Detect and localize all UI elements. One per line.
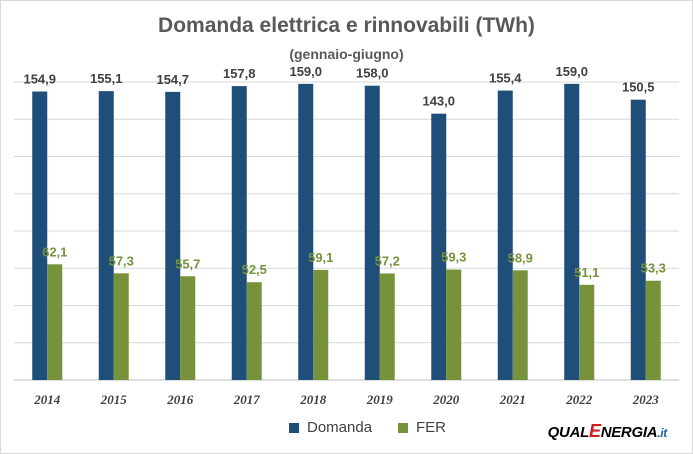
bars <box>32 83 661 381</box>
x-tick-label-2023: 2023 <box>632 392 660 407</box>
bar-domanda-2016 <box>165 91 181 380</box>
data-label-domanda-2021: 155,4 <box>489 71 522 86</box>
bar-domanda-2015 <box>98 91 114 380</box>
data-label-fer-2023: 53,3 <box>641 261 666 276</box>
chart-title: Domanda elettrica e rinnovabili (TWh) <box>158 14 535 37</box>
x-tick-label-2015: 2015 <box>100 392 128 407</box>
legend-label-domanda: Domanda <box>307 419 373 436</box>
bar-fer-2014 <box>47 264 63 380</box>
bar-fer-2015 <box>113 273 129 380</box>
bar-fer-2017 <box>246 282 262 380</box>
qualenergia-logo: QUALENERGIA.it <box>547 421 668 441</box>
x-tick-label-2020: 2020 <box>432 392 460 407</box>
bar-fer-2023 <box>645 280 661 380</box>
legend-label-fer: FER <box>416 419 446 436</box>
data-label-fer-2020: 59,3 <box>441 250 466 265</box>
data-label-domanda-2023: 150,5 <box>622 80 655 95</box>
bar-domanda-2018 <box>298 83 314 381</box>
data-label-domanda-2022: 159,0 <box>555 64 588 79</box>
data-label-fer-2016: 55,7 <box>175 256 200 271</box>
data-label-fer-2018: 59,1 <box>308 250 333 265</box>
bar-fer-2021 <box>512 270 528 380</box>
bar-fer-2020 <box>446 269 462 380</box>
data-label-domanda-2016: 154,7 <box>156 72 189 87</box>
legend-item-fer: FER <box>398 419 446 436</box>
bar-domanda-2017 <box>231 86 247 380</box>
bar-domanda-2020 <box>431 113 447 380</box>
bar-fer-2022 <box>579 284 595 380</box>
data-label-fer-2022: 51,1 <box>574 265 599 280</box>
legend: Domanda FER <box>0 419 693 441</box>
x-tick-label-2014: 2014 <box>33 392 61 407</box>
x-tick-label-2021: 2021 <box>499 392 526 407</box>
bar-fer-2016 <box>180 276 196 380</box>
data-label-fer-2021: 58,9 <box>508 250 533 265</box>
legend-swatch-fer <box>398 422 408 433</box>
data-label-domanda-2015: 155,1 <box>90 71 123 86</box>
data-label-fer-2015: 57,3 <box>109 253 134 268</box>
data-label-domanda-2018: 159,0 <box>289 64 322 79</box>
legend-item-domanda: Domanda <box>289 419 372 436</box>
data-label-fer-2014: 62,1 <box>42 244 67 259</box>
legend-swatch-domanda <box>289 422 299 433</box>
data-label-domanda-2017: 157,8 <box>223 66 256 81</box>
bar-domanda-2021 <box>497 90 513 380</box>
data-label-domanda-2014: 154,9 <box>23 71 56 86</box>
data-label-domanda-2019: 158,0 <box>356 66 389 81</box>
x-tick-labels: 2014 2015 2016 2017 2018 2019 2020 2021 2022 2023 <box>33 392 659 407</box>
x-tick-label-2022: 2022 <box>565 392 593 407</box>
chart-subtitle: (gennaio-giugno) <box>289 46 404 62</box>
bar-fer-2018 <box>313 269 329 380</box>
bar-domanda-2023 <box>630 99 646 380</box>
data-label-domanda-2020: 143,0 <box>422 94 455 109</box>
x-tick-label-2019: 2019 <box>366 392 394 407</box>
data-labels: 154,9 62,1 155,1 57,3 154,7 55,7 157,8 52,5 159,… <box>23 64 665 280</box>
bar-domanda-2019 <box>364 85 380 380</box>
data-label-fer-2019: 57,2 <box>375 253 400 268</box>
bar-domanda-2014 <box>32 91 48 380</box>
x-tick-label-2016: 2016 <box>166 392 194 407</box>
bar-domanda-2022 <box>564 83 580 381</box>
x-tick-label-2018: 2018 <box>299 392 327 407</box>
data-label-fer-2017: 52,5 <box>242 262 267 277</box>
x-tick-label-2017: 2017 <box>233 392 261 407</box>
bar-fer-2019 <box>379 273 395 380</box>
